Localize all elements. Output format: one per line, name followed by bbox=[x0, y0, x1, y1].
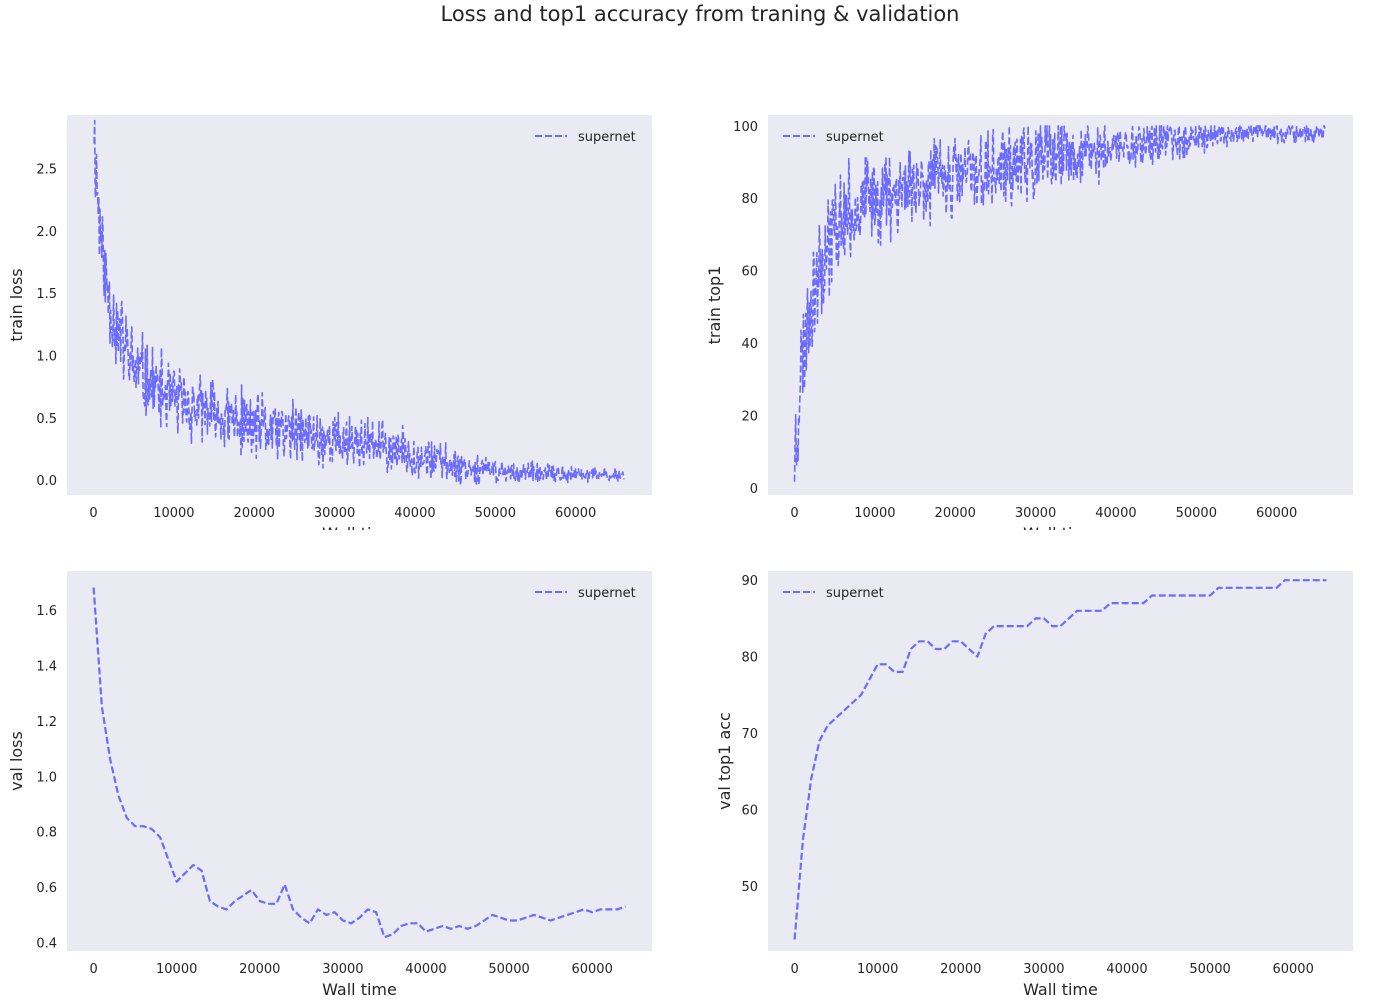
legend-label: supernet bbox=[578, 586, 636, 601]
x-tick-label: 20000 bbox=[234, 506, 275, 521]
train-loss-chart: 0 10000 20000 30000 40000 50000 60000 0.0 0.5 1.0… bbox=[7, 115, 652, 530]
plot-area bbox=[67, 115, 652, 495]
x-tick-label: 40000 bbox=[394, 506, 435, 521]
y-tick-label: 1.0 bbox=[36, 770, 57, 785]
y-axis-label: train top1 bbox=[705, 266, 724, 345]
x-axis-label: Wall time bbox=[1023, 524, 1098, 530]
y-tick-label: 80 bbox=[741, 192, 758, 207]
plot-area bbox=[768, 571, 1353, 951]
y-tick-label: 70 bbox=[741, 727, 758, 742]
x-tick-label: 50000 bbox=[1189, 962, 1230, 977]
y-tick-label: 1.6 bbox=[36, 604, 57, 619]
series-line-supernet bbox=[93, 119, 625, 487]
x-tick-label: 0 bbox=[790, 506, 798, 521]
series-line-supernet bbox=[92, 587, 626, 939]
plot-area bbox=[67, 571, 652, 951]
x-tick-label: 0 bbox=[89, 962, 97, 977]
x-tick-label: 30000 bbox=[1015, 506, 1056, 521]
figure-title: Loss and top1 accuracy from traning & va… bbox=[440, 2, 960, 26]
y-tick-label: 1.0 bbox=[36, 349, 57, 364]
y-tick-label: 2.0 bbox=[36, 225, 57, 240]
legend-label: supernet bbox=[826, 586, 884, 601]
val-top1-chart: 0 10000 20000 30000 40000 50000 60000 50 60 70 80 9… bbox=[715, 571, 1353, 999]
x-tick-label: 50000 bbox=[475, 506, 516, 521]
x-tick-label: 60000 bbox=[555, 506, 596, 521]
x-tick-label: 20000 bbox=[935, 506, 976, 521]
y-tick-label: 60 bbox=[741, 265, 758, 280]
y-tick-label: 0 bbox=[750, 482, 758, 497]
series-line-supernet bbox=[793, 579, 1327, 940]
x-tick-label: 10000 bbox=[153, 506, 194, 521]
y-tick-label: 1.5 bbox=[36, 287, 57, 302]
y-tick-label: 0.6 bbox=[36, 881, 57, 896]
series-line-supernet bbox=[793, 125, 1326, 482]
y-tick-label: 1.2 bbox=[36, 715, 57, 730]
x-tick-label: 40000 bbox=[1095, 506, 1136, 521]
y-axis-label: val loss bbox=[7, 731, 26, 791]
y-tick-label: 50 bbox=[741, 880, 758, 895]
x-tick-label: 40000 bbox=[405, 962, 446, 977]
y-axis-label: train loss bbox=[7, 268, 26, 341]
x-tick-label: 60000 bbox=[1256, 506, 1297, 521]
x-tick-label: 10000 bbox=[156, 962, 197, 977]
x-tick-label: 0 bbox=[790, 962, 798, 977]
x-tick-label: 20000 bbox=[239, 962, 280, 977]
y-tick-label: 60 bbox=[741, 804, 758, 819]
y-tick-label: 0.4 bbox=[36, 937, 57, 952]
y-tick-label: 100 bbox=[733, 120, 758, 135]
val-loss-chart: 0 10000 20000 30000 40000 50000 60000 0.4 0.6 0.8… bbox=[7, 571, 652, 999]
x-tick-label: 10000 bbox=[857, 962, 898, 977]
legend-label: supernet bbox=[578, 130, 636, 145]
legend-label: supernet bbox=[826, 130, 884, 145]
x-tick-label: 10000 bbox=[854, 506, 895, 521]
y-tick-label: 90 bbox=[741, 574, 758, 589]
train-top1-chart: 0 10000 20000 30000 40000 50000 60000 0 20 40 60 80… bbox=[705, 115, 1353, 530]
y-tick-label: 80 bbox=[741, 651, 758, 666]
x-tick-label: 30000 bbox=[314, 506, 355, 521]
y-tick-label: 20 bbox=[741, 409, 758, 424]
y-tick-label: 0.8 bbox=[36, 826, 57, 841]
x-axis-label: Wall time bbox=[322, 980, 397, 999]
x-tick-label: 60000 bbox=[571, 962, 612, 977]
y-tick-label: 1.4 bbox=[36, 659, 57, 674]
y-tick-label: 2.5 bbox=[36, 163, 57, 178]
x-tick-label: 0 bbox=[89, 506, 97, 521]
x-tick-label: 30000 bbox=[1023, 962, 1064, 977]
x-tick-label: 50000 bbox=[1176, 506, 1217, 521]
x-axis-label: Wall time bbox=[322, 524, 397, 530]
x-tick-label: 50000 bbox=[488, 962, 529, 977]
x-tick-label: 60000 bbox=[1272, 962, 1313, 977]
x-tick-label: 40000 bbox=[1106, 962, 1147, 977]
x-tick-label: 20000 bbox=[940, 962, 981, 977]
y-tick-label: 0.0 bbox=[36, 474, 57, 489]
y-tick-label: 40 bbox=[741, 337, 758, 352]
y-axis-label: val top1 acc bbox=[715, 712, 734, 810]
x-axis-label: Wall time bbox=[1023, 980, 1098, 999]
y-tick-label: 0.5 bbox=[36, 412, 57, 427]
x-tick-label: 30000 bbox=[322, 962, 363, 977]
